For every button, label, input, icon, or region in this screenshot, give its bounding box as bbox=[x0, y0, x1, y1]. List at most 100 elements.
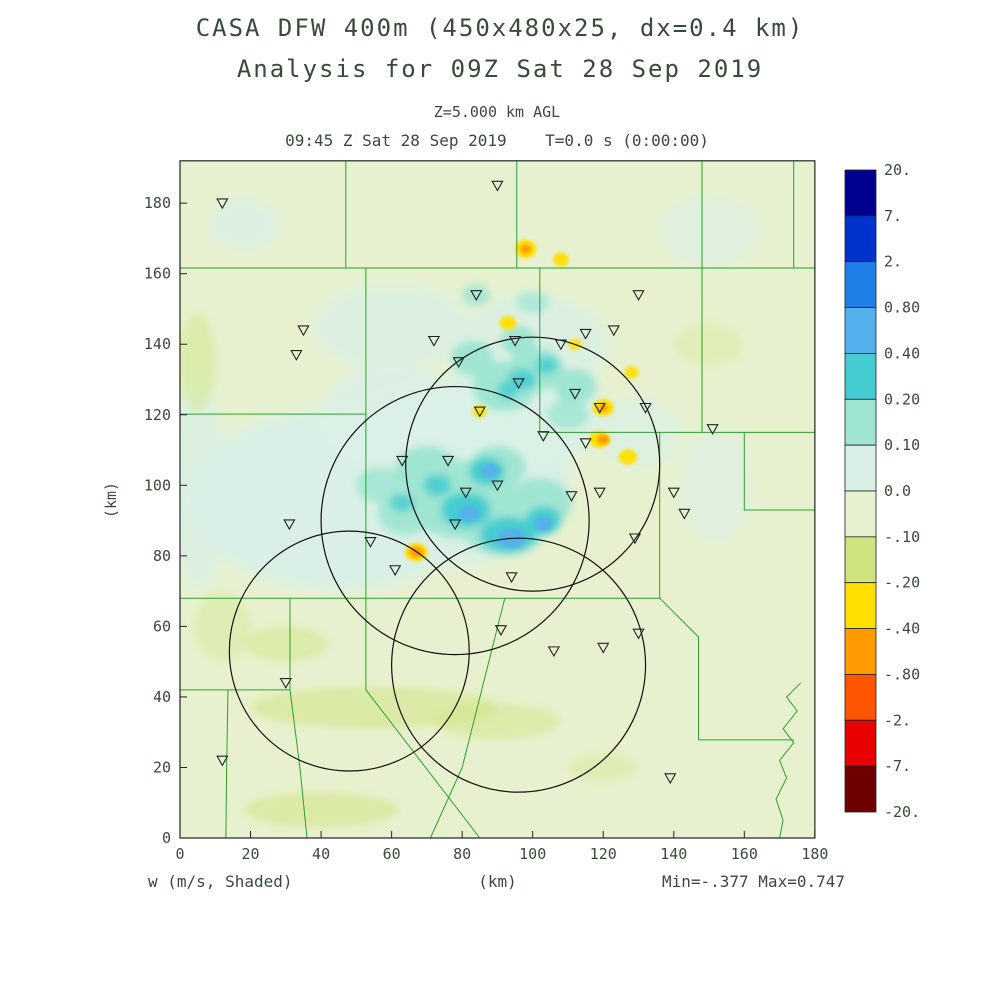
site-marker-triangle bbox=[427, 335, 441, 347]
colorbar-tick-label: 0.80 bbox=[884, 299, 920, 317]
county-boundary-line bbox=[289, 689, 308, 839]
site-marker-triangle bbox=[396, 455, 409, 467]
colorbar-cell bbox=[844, 307, 877, 354]
w-field-blob bbox=[497, 381, 519, 399]
site-marker-triangle bbox=[494, 625, 508, 637]
colorbar-cell bbox=[844, 490, 877, 538]
county-boundaries bbox=[180, 160, 815, 839]
y-tick-label: 140 bbox=[144, 335, 171, 353]
figure-title-line1: CASA DFW 400m (450x480x25, dx=0.4 km) bbox=[195, 14, 805, 42]
radar-range-circle bbox=[228, 530, 470, 772]
colorbar-tick-label: 0.20 bbox=[884, 390, 920, 408]
x-tick-label: 80 bbox=[453, 845, 471, 863]
w-field-blob bbox=[596, 434, 610, 445]
w-field-blob bbox=[423, 474, 452, 496]
colorbar-cell bbox=[844, 628, 877, 675]
x-tick-label: 20 bbox=[242, 845, 260, 863]
w-field-blob bbox=[536, 356, 558, 375]
colorbar-tick-label: 20. bbox=[884, 161, 911, 179]
colorbar-cell bbox=[844, 719, 877, 767]
site-marker-triangle bbox=[491, 180, 504, 192]
x-tick-label: 120 bbox=[590, 845, 617, 863]
site-marker-triangle bbox=[508, 335, 522, 347]
site-marker-triangle bbox=[664, 773, 677, 785]
site-marker-triangle bbox=[579, 438, 592, 450]
site-marker-triangle bbox=[459, 487, 472, 499]
x-axis-unit-label: (km) bbox=[478, 872, 517, 891]
figure-title-line2: Analysis for 09Z Sat 28 Sep 2019 bbox=[236, 55, 764, 83]
x-tick-label: 140 bbox=[660, 845, 687, 863]
w-field-blob bbox=[520, 244, 532, 254]
radar-range-circle bbox=[391, 537, 647, 793]
plot-frame bbox=[179, 160, 816, 839]
w-field-blob bbox=[481, 464, 500, 479]
w-field-blob bbox=[180, 379, 226, 592]
site-marker-triangle bbox=[568, 388, 582, 400]
site-marker-triangle bbox=[597, 642, 610, 654]
site-marker-triangle bbox=[297, 325, 310, 337]
colorbar-cell bbox=[844, 536, 877, 584]
w-field-blob bbox=[515, 291, 551, 313]
site-marker-triangle bbox=[512, 378, 525, 390]
site-marker-triangle bbox=[283, 519, 296, 531]
site-marker-triangle bbox=[607, 325, 620, 337]
site-marker-triangle bbox=[452, 357, 465, 368]
colorbar-cell bbox=[844, 169, 877, 217]
site-marker-triangle bbox=[554, 339, 568, 351]
y-tick-label: 80 bbox=[153, 547, 171, 565]
colorbar-cell bbox=[844, 582, 877, 629]
colorbar-tick-label: 7. bbox=[884, 207, 902, 225]
site-marker-triangle bbox=[537, 431, 550, 443]
county-boundary-line bbox=[775, 682, 802, 839]
x-tick-label: 160 bbox=[731, 845, 758, 863]
site-marker-triangle bbox=[565, 491, 578, 502]
x-tick-label: 40 bbox=[312, 845, 330, 863]
colorbar-tick-label: 0.40 bbox=[884, 344, 920, 362]
colorbar-cell bbox=[844, 765, 877, 813]
y-tick-label: 20 bbox=[153, 758, 171, 776]
w-field-blob bbox=[433, 703, 561, 740]
site-marker-triangle bbox=[364, 536, 377, 548]
colorbar-cell bbox=[844, 398, 877, 446]
w-field-blob bbox=[546, 400, 590, 429]
y-tick-label: 100 bbox=[144, 476, 171, 494]
radar-range-circle bbox=[405, 336, 661, 592]
w-field-blob bbox=[208, 199, 279, 249]
colorbar-cell bbox=[844, 444, 877, 492]
site-marker-triangle bbox=[441, 455, 455, 467]
w-field-blob bbox=[673, 323, 745, 366]
w-field-blob bbox=[180, 312, 216, 412]
w-field-blob bbox=[243, 626, 329, 662]
site-marker-triangle bbox=[628, 533, 642, 545]
w-field-blob bbox=[598, 403, 609, 412]
y-axis-label: (km) bbox=[102, 482, 120, 518]
county-boundary-line bbox=[743, 432, 815, 511]
w-field-blob bbox=[194, 591, 251, 662]
w-field-blob bbox=[567, 753, 639, 782]
colorbar-tick-label: -20. bbox=[884, 803, 920, 821]
colorbar-tick-label: -2. bbox=[884, 711, 911, 729]
w-field-blob bbox=[389, 494, 415, 512]
colorbar-cell bbox=[844, 674, 877, 721]
site-marker-triangle bbox=[216, 198, 229, 210]
w-field-blob bbox=[680, 428, 752, 542]
colorbar-tick-label: -.20 bbox=[884, 574, 920, 592]
y-tick-label: 40 bbox=[153, 688, 171, 706]
w-field-blob bbox=[534, 517, 553, 532]
site-marker-triangle bbox=[678, 508, 691, 520]
field-minmax-label: Min=-.377 Max=0.747 bbox=[661, 872, 845, 891]
site-marker-triangle bbox=[279, 678, 292, 689]
w-field-blob bbox=[356, 467, 406, 503]
colorbar-tick-label: -.80 bbox=[884, 665, 920, 683]
colorbar-tick-label: -7. bbox=[884, 757, 911, 775]
radar-range-circles bbox=[228, 336, 661, 793]
county-boundary-line bbox=[225, 689, 229, 839]
w-field-blob bbox=[458, 505, 480, 522]
height-level-label: Z=5.000 km AGL bbox=[433, 103, 561, 121]
site-marker-triangle bbox=[547, 646, 561, 658]
radar-range-circle bbox=[320, 385, 590, 656]
colorbar-cell bbox=[844, 353, 877, 400]
w-field-blob bbox=[243, 792, 399, 828]
